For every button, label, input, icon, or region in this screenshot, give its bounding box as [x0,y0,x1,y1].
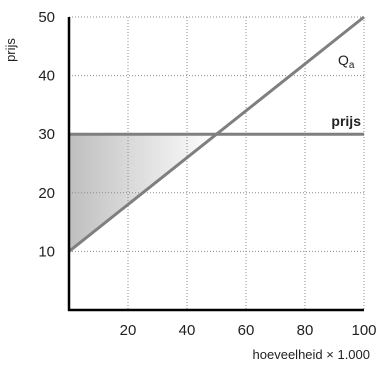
series-label-prijs: prijs [331,113,361,129]
x-tick-label-20: 20 [120,322,137,339]
x-axis-label: hoeveelheid × 1.000 [253,347,370,362]
y-tick-label-30: 30 [38,126,55,143]
series-label-qa: Qa [338,52,355,71]
series-label-qa-main: Q [338,52,349,68]
x-tick-label-100: 100 [351,322,376,339]
y-tick-label-10: 10 [38,243,55,260]
y-tick-label-40: 40 [38,68,55,85]
y-tick-label-50: 50 [38,9,55,26]
x-tick-label-60: 60 [238,322,255,339]
y-axis-label: prijs [3,38,18,62]
x-tick-label-80: 80 [297,322,314,339]
series-label-qa-sub: a [349,60,355,71]
x-tick-label-40: 40 [179,322,196,339]
y-tick-label-20: 20 [38,185,55,202]
